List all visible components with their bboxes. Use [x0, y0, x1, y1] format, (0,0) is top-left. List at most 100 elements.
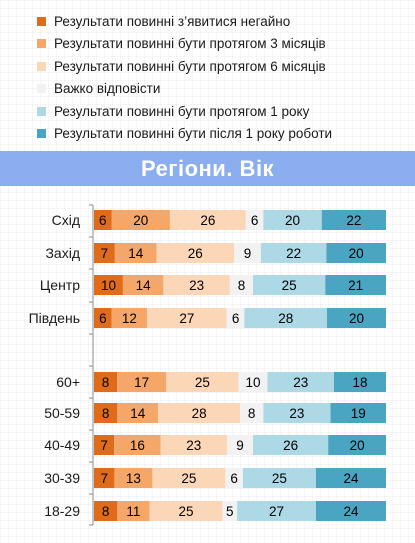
data-label: 10: [245, 375, 260, 390]
data-label: 27: [179, 311, 194, 326]
data-label: 20: [349, 311, 364, 326]
legend-label: Результати повинні бути після 1 року роб…: [54, 126, 333, 142]
data-label: 22: [346, 213, 361, 228]
data-label: 25: [282, 278, 297, 293]
bar-segment: [244, 308, 328, 328]
data-label: 20: [133, 213, 148, 228]
data-label: 20: [349, 246, 364, 261]
data-label: 16: [130, 438, 145, 453]
bar-segment: [234, 243, 261, 263]
bar-segment: [315, 501, 386, 521]
data-label: 23: [293, 375, 308, 390]
bar-segment: [229, 275, 254, 295]
bar-segment: [158, 403, 240, 423]
data-label: 22: [286, 246, 301, 261]
bar-segment: [114, 468, 153, 488]
bar-segment: [225, 468, 243, 488]
category-label: Південь: [29, 310, 80, 326]
bar-segment: [114, 435, 161, 455]
legend-label: Результати повинні з’явитися негайно: [54, 13, 291, 29]
data-label: 20: [285, 213, 300, 228]
category-label: 60+: [56, 374, 80, 390]
bar-segment: [263, 210, 322, 230]
bar-segment: [253, 275, 326, 295]
bar-segment: [253, 435, 329, 455]
legend-label: Результати повинні бути протягом 3 місяц…: [54, 36, 326, 52]
data-label: 26: [283, 438, 298, 453]
data-label: 6: [99, 213, 107, 228]
bar-segment: [333, 372, 386, 392]
bar-segment: [166, 372, 239, 392]
data-label: 25: [272, 471, 287, 486]
data-label: 9: [236, 438, 244, 453]
legend-swatch: [37, 16, 46, 26]
data-label: 24: [343, 504, 359, 519]
bar-segment: [315, 468, 386, 488]
bar-segment: [267, 372, 334, 392]
bar-segment: [94, 243, 115, 263]
bar-segment: [94, 468, 115, 488]
bar-segment: [152, 468, 226, 488]
data-label: 18: [352, 375, 367, 390]
legend-item-1-year: Результати повинні бути протягом 1 року: [37, 100, 332, 123]
bar-segment: [242, 468, 316, 488]
category-label: Схід: [52, 212, 80, 228]
bar-segment: [330, 403, 386, 423]
bar-segment: [149, 501, 223, 521]
data-label: 8: [102, 504, 110, 519]
data-label: 14: [128, 246, 144, 261]
category-label: 30-39: [44, 470, 80, 486]
bar-segment: [328, 435, 386, 455]
category-label: 50-59: [44, 405, 80, 421]
legend-item-6-months: Результати повинні бути протягом 6 місяц…: [37, 55, 332, 78]
legend-label: Важко відповісти: [54, 81, 161, 97]
bar-segment: [94, 501, 118, 521]
data-label: 8: [238, 278, 246, 293]
bar-segment: [260, 243, 327, 263]
bar-segment: [117, 372, 167, 392]
data-label: 7: [101, 246, 109, 261]
data-label: 23: [189, 278, 204, 293]
legend-swatch: [37, 61, 46, 71]
bar-segment: [238, 372, 268, 392]
data-label: 28: [192, 406, 207, 421]
bar-segment: [156, 243, 235, 263]
legend-swatch: [37, 84, 46, 94]
section-banner: Регіони. Вік: [0, 151, 415, 186]
bar-segment: [117, 403, 159, 423]
bar-segment: [147, 308, 227, 328]
data-label: 23: [186, 438, 201, 453]
bar-segment: [94, 372, 118, 392]
banner-title: Регіони. Вік: [140, 155, 275, 181]
data-label: 7: [100, 471, 108, 486]
data-label: 20: [350, 438, 365, 453]
data-label: 6: [230, 471, 238, 486]
legend-label: Результати повинні бути протягом 1 року: [54, 103, 310, 119]
bar-segment: [226, 435, 254, 455]
data-label: 17: [134, 375, 149, 390]
data-label: 5: [226, 504, 234, 519]
data-label: 11: [126, 504, 140, 519]
bar-segment: [326, 243, 386, 263]
category-label: 18-29: [44, 503, 80, 519]
data-label: 26: [200, 213, 215, 228]
bar-segment: [94, 275, 123, 295]
data-label: 25: [181, 471, 196, 486]
category-label: Центр: [40, 277, 80, 293]
data-label: 25: [178, 504, 193, 519]
legend-item-immediate: Результати повинні з’явитися негайно: [37, 10, 332, 33]
data-label: 21: [348, 278, 363, 293]
legend-item-after-1-year: Результати повинні бути після 1 року роб…: [37, 123, 332, 146]
bar-segment: [114, 243, 157, 263]
bar-segment: [327, 308, 386, 328]
data-label: 10: [101, 278, 116, 293]
legend-label: Результати повинні бути протягом 6 місяц…: [54, 58, 326, 74]
data-label: 13: [126, 471, 141, 486]
bar-segment: [111, 210, 170, 230]
bar-segment: [325, 275, 386, 295]
bar-segment: [263, 403, 331, 423]
data-label: 24: [343, 471, 359, 486]
data-label: 28: [278, 311, 293, 326]
bar-segment: [160, 435, 227, 455]
data-label: 8: [248, 406, 256, 421]
